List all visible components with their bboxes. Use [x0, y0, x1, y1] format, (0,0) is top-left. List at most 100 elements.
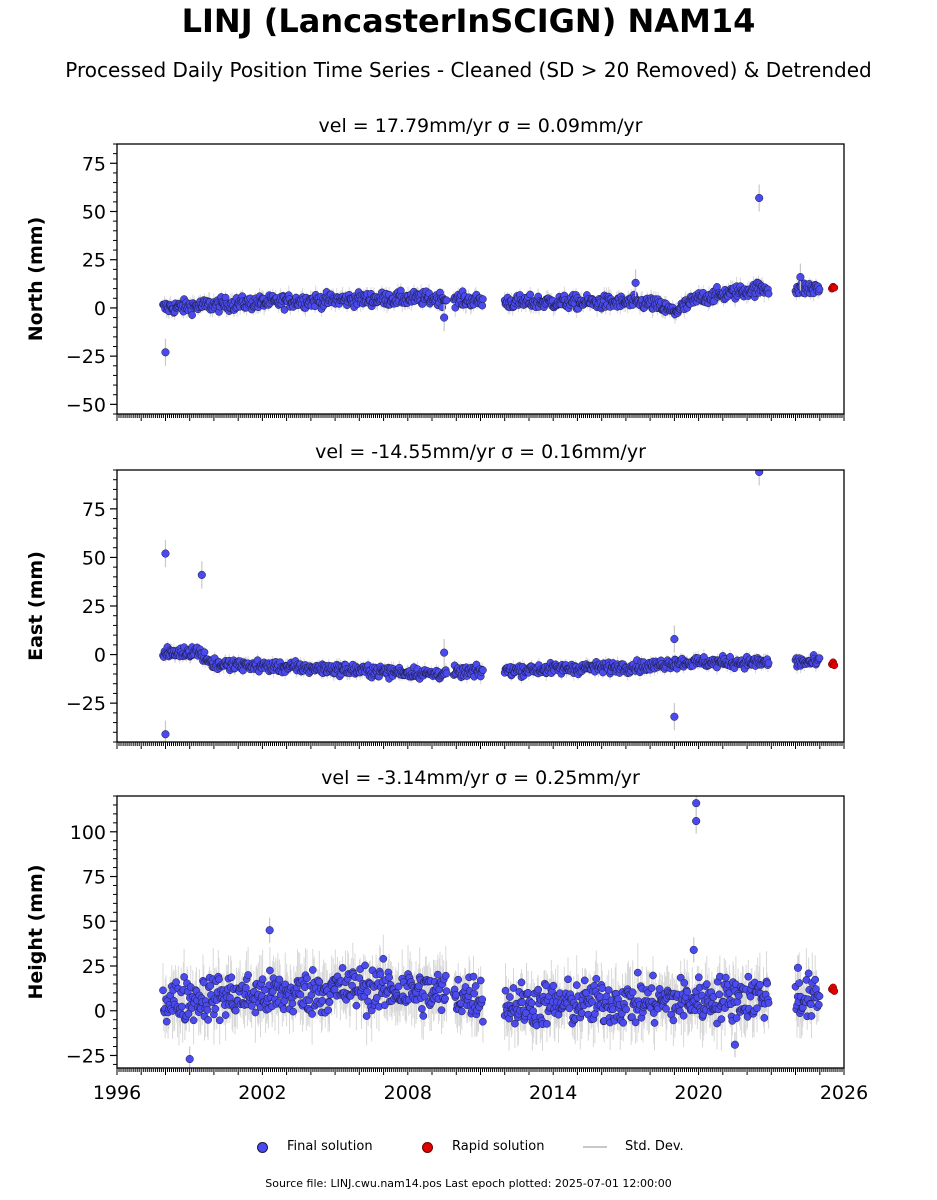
outlier-point — [161, 348, 170, 357]
y-tick-label: −25 — [66, 346, 106, 368]
final-point — [732, 1014, 741, 1022]
final-point — [452, 990, 460, 999]
final-point — [811, 975, 820, 984]
y-tick-label: 75 — [82, 499, 106, 521]
legend-label-rapid: Rapid solution — [452, 1139, 545, 1154]
final-point — [679, 1011, 688, 1020]
final-point — [756, 980, 764, 989]
final-point — [598, 984, 607, 993]
final-point — [420, 992, 429, 1001]
final-point — [526, 290, 535, 299]
final-point — [647, 984, 656, 992]
final-point — [478, 995, 487, 1004]
final-point — [680, 979, 689, 987]
final-point — [203, 1006, 212, 1014]
final-point — [442, 669, 451, 678]
final-point — [534, 985, 543, 994]
legend-line-stddev — [583, 1146, 607, 1148]
x-tick-label: 2002 — [238, 1082, 286, 1104]
outlier-point — [265, 926, 274, 935]
final-point — [363, 987, 372, 996]
final-point — [308, 966, 317, 974]
outlier-point — [440, 313, 449, 322]
final-point — [806, 1000, 815, 1009]
y-tick-label: 50 — [82, 911, 106, 933]
final-point — [764, 659, 773, 667]
final-point — [258, 975, 267, 984]
final-point — [275, 975, 284, 984]
legend-marker-rapid — [422, 1142, 433, 1153]
final-point — [815, 654, 824, 662]
y-axis-label: Height (mm) — [25, 864, 47, 999]
outlier-point — [692, 799, 701, 808]
final-point — [244, 971, 252, 979]
plot-area — [159, 184, 839, 366]
footer-source: Source file: LINJ.cwu.nam14.pos Last epo… — [265, 1177, 672, 1190]
final-point — [437, 1006, 446, 1015]
outlier-point — [440, 648, 449, 657]
plot-area — [159, 796, 839, 1068]
outlier-point — [631, 278, 640, 287]
final-point — [266, 966, 274, 975]
outlier-point — [689, 945, 698, 954]
panel-north: vel = 17.79mm/yr σ = 0.09mm/yr North (mm)… — [25, 115, 845, 421]
final-point — [189, 1016, 198, 1025]
rapid-point — [830, 661, 839, 670]
final-point — [509, 984, 518, 992]
final-point — [471, 982, 480, 990]
final-point — [478, 301, 487, 310]
rapid-point — [830, 283, 839, 292]
final-point — [517, 978, 526, 987]
final-point — [385, 973, 393, 982]
final-point — [577, 1009, 586, 1017]
final-point — [596, 992, 604, 1001]
x-tick-label: 1996 — [93, 1082, 141, 1104]
outlier-point — [730, 1040, 740, 1049]
y-tick-label: −50 — [66, 394, 106, 416]
final-point — [379, 954, 388, 963]
plots-canvas: vel = 17.79mm/yr σ = 0.09mm/yr North (mm)… — [25, 115, 868, 1104]
y-axis-label: East (mm) — [25, 551, 47, 661]
final-point — [199, 978, 208, 987]
outlier-point — [755, 470, 764, 476]
legend-item-rapid: Rapid solution — [420, 1137, 560, 1157]
final-point — [815, 992, 824, 1001]
final-point — [580, 976, 589, 985]
final-point — [815, 285, 824, 294]
final-point — [604, 986, 613, 994]
final-point — [352, 1001, 361, 1010]
final-point — [288, 999, 297, 1008]
final-point — [760, 1014, 769, 1022]
final-point — [511, 1019, 519, 1028]
axes-frame — [116, 469, 845, 743]
final-point — [476, 976, 485, 985]
final-point — [650, 1019, 659, 1027]
outlier-point — [793, 963, 803, 972]
final-point — [669, 1016, 678, 1025]
outlier-point — [796, 273, 805, 282]
final-point — [442, 987, 451, 996]
final-point — [215, 975, 223, 984]
outlier-point — [670, 712, 679, 721]
final-point — [242, 984, 250, 992]
final-point — [814, 1000, 823, 1009]
final-point — [763, 979, 772, 988]
final-point — [505, 993, 514, 1001]
final-point — [619, 1018, 628, 1027]
final-point — [338, 964, 347, 972]
final-point — [479, 666, 487, 674]
final-point — [172, 978, 180, 987]
final-point — [355, 974, 364, 982]
legend-label-stddev: Std. Dev. — [625, 1139, 684, 1154]
final-point — [572, 981, 581, 989]
final-point — [628, 1013, 636, 1021]
final-point — [470, 989, 479, 998]
final-point — [315, 977, 324, 986]
final-point — [715, 990, 724, 999]
final-points — [159, 278, 824, 319]
final-point — [807, 1012, 816, 1020]
final-point — [649, 971, 657, 980]
outlier-point — [670, 634, 679, 644]
final-point — [501, 986, 510, 995]
y-tick-label: 0 — [94, 645, 106, 667]
